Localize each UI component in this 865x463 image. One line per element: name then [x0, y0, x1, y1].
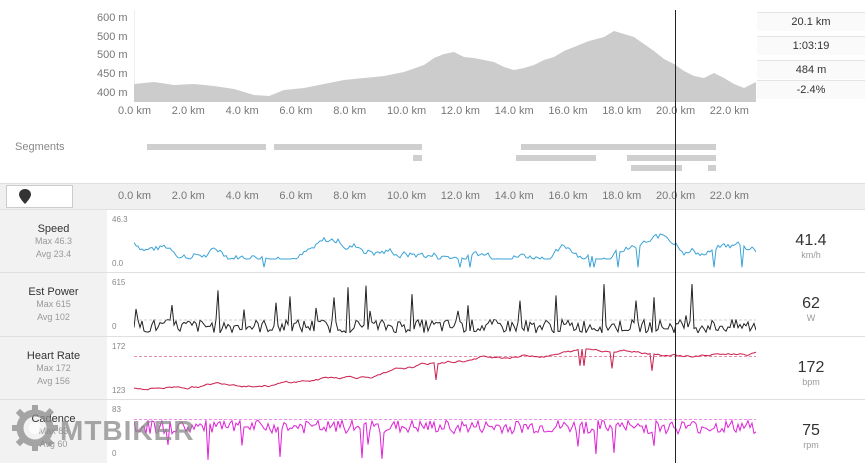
- x-axis-label: 2.0 km: [171, 190, 205, 202]
- stream-plot-2[interactable]: [107, 336, 757, 400]
- x-axis-label: 22.0 km: [709, 190, 749, 202]
- x-axis-label: 10.0 km: [387, 105, 427, 117]
- stream-line-2: [134, 348, 756, 391]
- x-axis-label: 4.0 km: [225, 105, 259, 117]
- stream-avg: Avg 156: [37, 376, 70, 386]
- stream-name: Est Power: [28, 286, 79, 298]
- stream-unit: bpm: [802, 377, 820, 387]
- stream-avg: Avg 102: [37, 312, 70, 322]
- stream-ymax: 83: [112, 405, 121, 414]
- stream-ymin: 0.0: [112, 259, 124, 268]
- x-axis-label: 12.0 km: [440, 190, 480, 202]
- segment-bar[interactable]: [521, 144, 716, 150]
- x-axis-label: 22.0 km: [709, 105, 749, 117]
- x-axis-label: 6.0 km: [279, 190, 313, 202]
- stream-ymax: 615: [112, 278, 126, 287]
- x-axis-label: 0.0 km: [118, 190, 152, 202]
- gear-logo-icon: [12, 405, 58, 451]
- elevation-y-label: 600 m: [97, 12, 128, 24]
- watermark-text: MTBIKER: [60, 415, 195, 446]
- stream-current-value: 41.4: [795, 232, 827, 249]
- stat-time: 1:03:19: [757, 36, 865, 55]
- elevation-y-label: 400 m: [97, 87, 128, 99]
- stream-ymax: 172: [112, 342, 126, 351]
- stream-unit: W: [806, 313, 816, 323]
- x-axis-label: 18.0 km: [602, 190, 642, 202]
- stat-grade: -2.4%: [757, 80, 865, 99]
- stream-ymin: 0: [112, 449, 117, 458]
- x-axis-label: 8.0 km: [333, 105, 367, 117]
- stream-name: Speed: [37, 223, 70, 235]
- stream-ymax: 46.3: [112, 215, 128, 224]
- x-axis-label: 6.0 km: [279, 105, 313, 117]
- stream-trace-0: [134, 233, 756, 268]
- stream-plot-0[interactable]: [107, 209, 757, 273]
- mtbiker-watermark: MTBIKER: [12, 405, 222, 453]
- segment-bar[interactable]: [274, 144, 422, 150]
- stream-value-1: 62 W: [757, 272, 865, 336]
- stream-ymin: 0: [112, 322, 117, 331]
- elevation-y-label: 450 m: [97, 68, 128, 80]
- stream-avg: Avg 23.4: [35, 249, 72, 259]
- segment-bar[interactable]: [413, 155, 422, 161]
- segments-label: Segments: [15, 141, 65, 153]
- x-axis-label: 14.0 km: [494, 105, 534, 117]
- stream-label-1[interactable]: Est Power Max 615 Avg 102: [0, 272, 107, 336]
- empty-toolbar-button[interactable]: [42, 185, 73, 208]
- stream-max: Max 46.3: [34, 236, 73, 246]
- stream-avg: Avg 60: [39, 439, 68, 449]
- x-axis-label: 8.0 km: [333, 190, 367, 202]
- map-pin-button[interactable]: [6, 185, 44, 208]
- stat-distance: 20.1 km: [757, 12, 865, 31]
- stream-toolbar: [0, 183, 865, 209]
- x-axis-label: 16.0 km: [548, 105, 588, 117]
- stream-current-value: 172: [797, 359, 825, 376]
- x-axis-label: 4.0 km: [225, 190, 259, 202]
- stream-trace-3: [134, 418, 756, 460]
- map-pin-icon: [19, 189, 31, 204]
- x-axis-label: 14.0 km: [494, 190, 534, 202]
- stat-elevation: 484 m: [757, 60, 865, 79]
- stream-value-3: 75 rpm: [757, 399, 865, 463]
- segment-bar[interactable]: [708, 165, 716, 171]
- stream-plot-3[interactable]: [107, 399, 757, 463]
- x-axis-label: 16.0 km: [548, 190, 588, 202]
- x-axis-label: 2.0 km: [171, 105, 205, 117]
- stream-max: Max 615: [36, 299, 71, 309]
- segment-bar[interactable]: [516, 155, 596, 161]
- stream-line-1: [134, 283, 756, 333]
- stream-trace-1: [134, 283, 756, 333]
- x-axis-label: 10.0 km: [387, 190, 427, 202]
- elevation-y-label: 500 m: [97, 49, 128, 61]
- stream-plot-1[interactable]: [107, 272, 757, 336]
- stream-max: Max 172: [36, 363, 71, 373]
- stream-label-0[interactable]: Speed Max 46.3 Avg 23.4: [0, 209, 107, 273]
- segment-bar[interactable]: [631, 165, 682, 171]
- stream-current-value: 62: [802, 295, 820, 312]
- elevation-chart[interactable]: 600 m 500 m 500 m 450 m 400 m 0.0 km 2.0 …: [0, 0, 757, 125]
- x-axis-label: 12.0 km: [440, 105, 480, 117]
- stream-current-value: 75: [802, 422, 820, 439]
- x-axis-label: 0.0 km: [118, 105, 152, 117]
- stream-unit: km/h: [801, 250, 821, 260]
- stream-value-2: 172 bpm: [757, 336, 865, 400]
- position-cursor[interactable]: [675, 10, 676, 463]
- stream-name: Heart Rate: [26, 350, 81, 362]
- segment-bar[interactable]: [147, 144, 266, 150]
- x-axis-label: 18.0 km: [602, 105, 642, 117]
- elevation-y-label: 500 m: [97, 31, 128, 43]
- stream-line-3: [134, 418, 756, 460]
- elevation-profile: [134, 10, 756, 102]
- stream-unit: rpm: [803, 440, 819, 450]
- stream-value-0: 41.4 km/h: [757, 209, 865, 273]
- stream-line-0: [134, 233, 756, 268]
- stream-ymin: 123: [112, 386, 126, 395]
- stream-trace-2: [134, 348, 756, 391]
- segment-bar[interactable]: [627, 155, 716, 161]
- stream-label-2[interactable]: Heart Rate Max 172 Avg 156: [0, 336, 107, 400]
